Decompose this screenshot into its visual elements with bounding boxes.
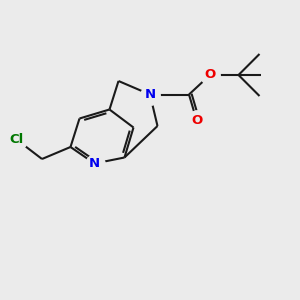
Text: O: O <box>204 68 216 82</box>
Text: O: O <box>191 113 202 127</box>
Text: Cl: Cl <box>9 133 24 146</box>
Text: N: N <box>89 157 100 170</box>
Text: N: N <box>144 88 156 101</box>
